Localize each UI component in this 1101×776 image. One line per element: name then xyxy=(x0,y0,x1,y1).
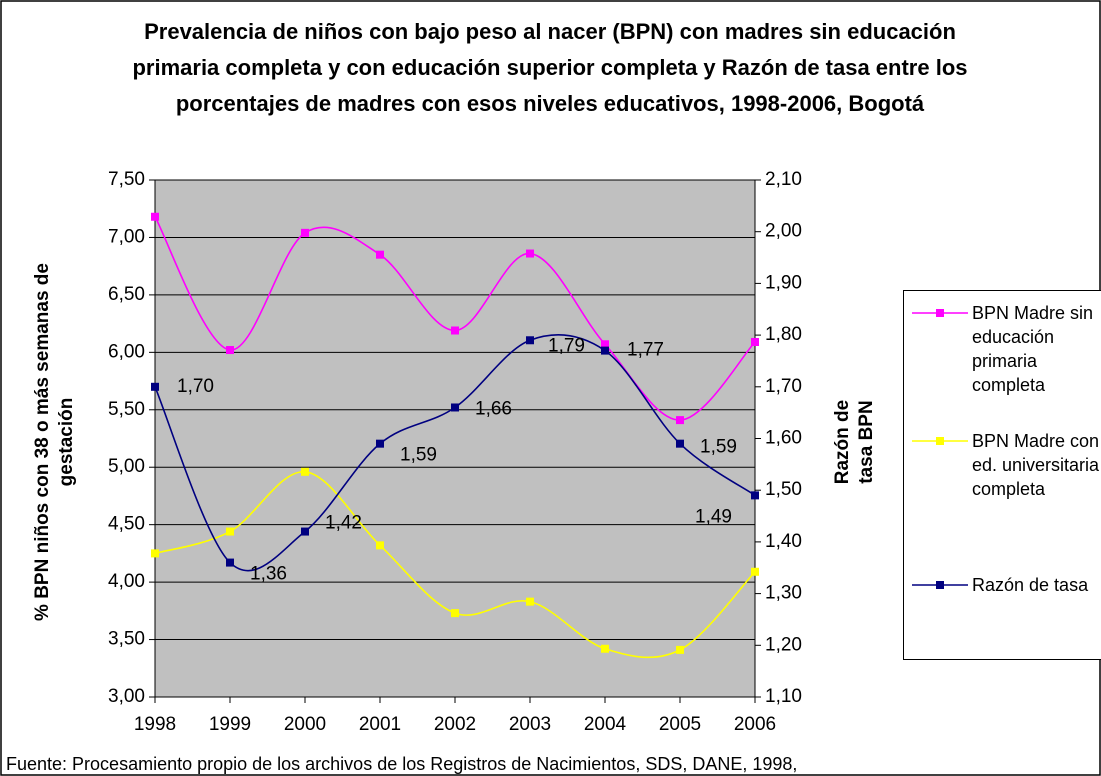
point-marker xyxy=(676,416,684,425)
point-marker xyxy=(301,527,309,536)
y2-tick-label: 1,90 xyxy=(765,272,802,293)
data-label: 1,59 xyxy=(400,445,437,466)
y2-tick-label: 1,30 xyxy=(765,583,802,604)
x-tick-label: 2000 xyxy=(284,714,326,735)
legend-swatch xyxy=(912,437,968,445)
x-tick-label: 2003 xyxy=(509,714,551,735)
point-marker xyxy=(526,597,534,606)
y2-tick-label: 1,10 xyxy=(765,686,802,707)
point-marker xyxy=(226,558,234,567)
data-label: 1,59 xyxy=(700,437,737,458)
point-marker xyxy=(601,340,609,349)
x-tick-label: 2004 xyxy=(584,714,627,735)
source-note: Fuente: Procesamiento propio de los arch… xyxy=(6,754,798,774)
y2-tick-label: 2,00 xyxy=(765,221,802,242)
y-tick-label: 4,00 xyxy=(108,571,145,592)
point-marker xyxy=(451,609,459,618)
legend: BPN Madre sin educación primaria complet… xyxy=(903,290,1101,660)
point-marker xyxy=(451,403,459,412)
y2-tick-label: 1,70 xyxy=(765,376,802,397)
y-tick-label: 3,00 xyxy=(108,686,145,707)
point-marker xyxy=(376,541,384,550)
point-marker xyxy=(151,382,159,391)
y2-tick-label: 1,80 xyxy=(765,324,802,345)
plot-area xyxy=(155,180,755,697)
y-tick-label: 4,50 xyxy=(108,514,145,535)
point-marker xyxy=(751,567,759,576)
y2-tick-label: 1,60 xyxy=(765,428,802,449)
data-label: 1,66 xyxy=(475,398,512,419)
chart-title: Prevalencia de niños con bajo peso al na… xyxy=(132,19,968,116)
point-marker xyxy=(601,644,609,653)
data-label: 1,77 xyxy=(627,340,664,361)
point-marker xyxy=(301,467,309,476)
point-marker xyxy=(151,212,159,221)
legend-marker xyxy=(936,309,944,317)
data-label: 1,42 xyxy=(325,513,362,534)
legend-label: Razón de tasa xyxy=(972,575,1089,595)
legend-marker xyxy=(936,581,944,589)
x-tick-label: 1999 xyxy=(209,714,251,735)
legend-marker xyxy=(936,437,944,445)
x-tick-label: 2006 xyxy=(734,714,776,735)
x-tick-label: 2005 xyxy=(659,714,701,735)
y-tick-label: 6,00 xyxy=(108,341,145,362)
y-tick-label: 5,00 xyxy=(108,456,145,477)
y2-axis-label: Razón de tasa BPN xyxy=(832,399,877,485)
point-marker xyxy=(601,346,609,355)
x-tick-label: 1998 xyxy=(134,714,176,735)
y-tick-label: 6,50 xyxy=(108,284,145,305)
point-marker xyxy=(301,228,309,237)
y2-tick-label: 1,50 xyxy=(765,479,802,500)
y2-tick-label: 1,20 xyxy=(765,634,802,655)
y-tick-label: 7,50 xyxy=(108,169,145,190)
y2-tick-label: 2,10 xyxy=(765,169,802,190)
legend-swatch xyxy=(912,309,968,317)
x-tick-label: 2002 xyxy=(434,714,476,735)
point-marker xyxy=(526,336,534,345)
x-tick-label: 2001 xyxy=(359,714,401,735)
point-marker xyxy=(751,491,759,500)
y-tick-label: 5,50 xyxy=(108,399,145,420)
point-marker xyxy=(526,249,534,258)
data-label: 1,49 xyxy=(695,506,732,527)
legend-label: BPN Madre sin educación primaria complet… xyxy=(972,303,1094,395)
y-axis-label: % BPN niños con 38 o más semanas de gest… xyxy=(32,263,77,621)
y-tick-label: 7,00 xyxy=(108,226,145,247)
point-marker xyxy=(376,250,384,259)
point-marker xyxy=(226,527,234,536)
point-marker xyxy=(376,439,384,448)
legend-swatch xyxy=(912,581,968,589)
point-marker xyxy=(676,645,684,654)
point-marker xyxy=(451,326,459,335)
y2-tick-label: 1,40 xyxy=(765,531,802,552)
data-label: 1,36 xyxy=(250,564,287,585)
point-marker xyxy=(751,337,759,346)
legend-label: BPN Madre con ed. universitaria completa xyxy=(972,431,1100,499)
point-marker xyxy=(151,549,159,558)
y-tick-label: 3,50 xyxy=(108,629,145,650)
data-label: 1,70 xyxy=(177,376,214,397)
point-marker xyxy=(226,346,234,355)
point-marker xyxy=(676,439,684,448)
data-label: 1,79 xyxy=(548,335,585,356)
